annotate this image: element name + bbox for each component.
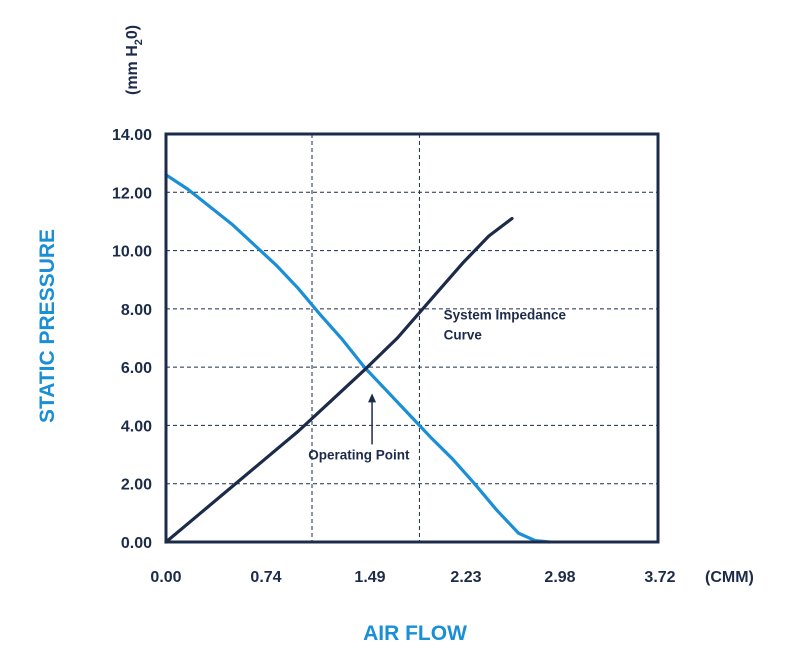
y-tick-label: 14.00	[112, 127, 152, 144]
x-axis-title: AIR FLOW	[363, 622, 467, 645]
x-tick-label: 2.98	[544, 569, 575, 586]
y-tick-label: 2.00	[121, 477, 152, 494]
x-tick-label: 2.23	[450, 569, 481, 586]
y-tick-labels: 0.00 2.00 4.00 6.00 8.00 10.00 12.00 14.00	[112, 127, 152, 552]
arrow-head-icon	[368, 393, 377, 403]
y-tick-label: 0.00	[121, 535, 152, 552]
operating-point-label: Operating Point	[308, 448, 410, 463]
fan-curve-line	[164, 173, 552, 544]
x-tick-label: 0.00	[150, 569, 181, 586]
x-tick-label: 1.49	[354, 569, 385, 586]
grid	[166, 134, 658, 542]
x-tick-labels: 0.00 0.74 1.49 2.23 2.98 3.72	[150, 569, 675, 586]
y-axis-title: STATIC PRESSURE	[36, 229, 59, 423]
y-tick-label: 6.00	[121, 360, 152, 377]
y-tick-label: 8.00	[121, 302, 152, 319]
x-axis-unit: (CMM)	[705, 569, 754, 586]
x-tick-label: 0.74	[250, 569, 281, 586]
annotations: System Impedance Curve Operating Point	[308, 307, 566, 462]
impedance-curve-line	[164, 216, 514, 544]
y-tick-label: 10.00	[112, 244, 152, 261]
y-tick-label: 4.00	[121, 418, 152, 435]
system-impedance-label: System Impedance Curve	[444, 307, 567, 342]
series-group	[164, 173, 552, 544]
x-tick-label: 3.72	[644, 569, 675, 586]
y-tick-label: 12.00	[112, 185, 152, 202]
plot-frame	[164, 132, 660, 544]
y-axis-unit: (mm H20)	[124, 25, 145, 95]
